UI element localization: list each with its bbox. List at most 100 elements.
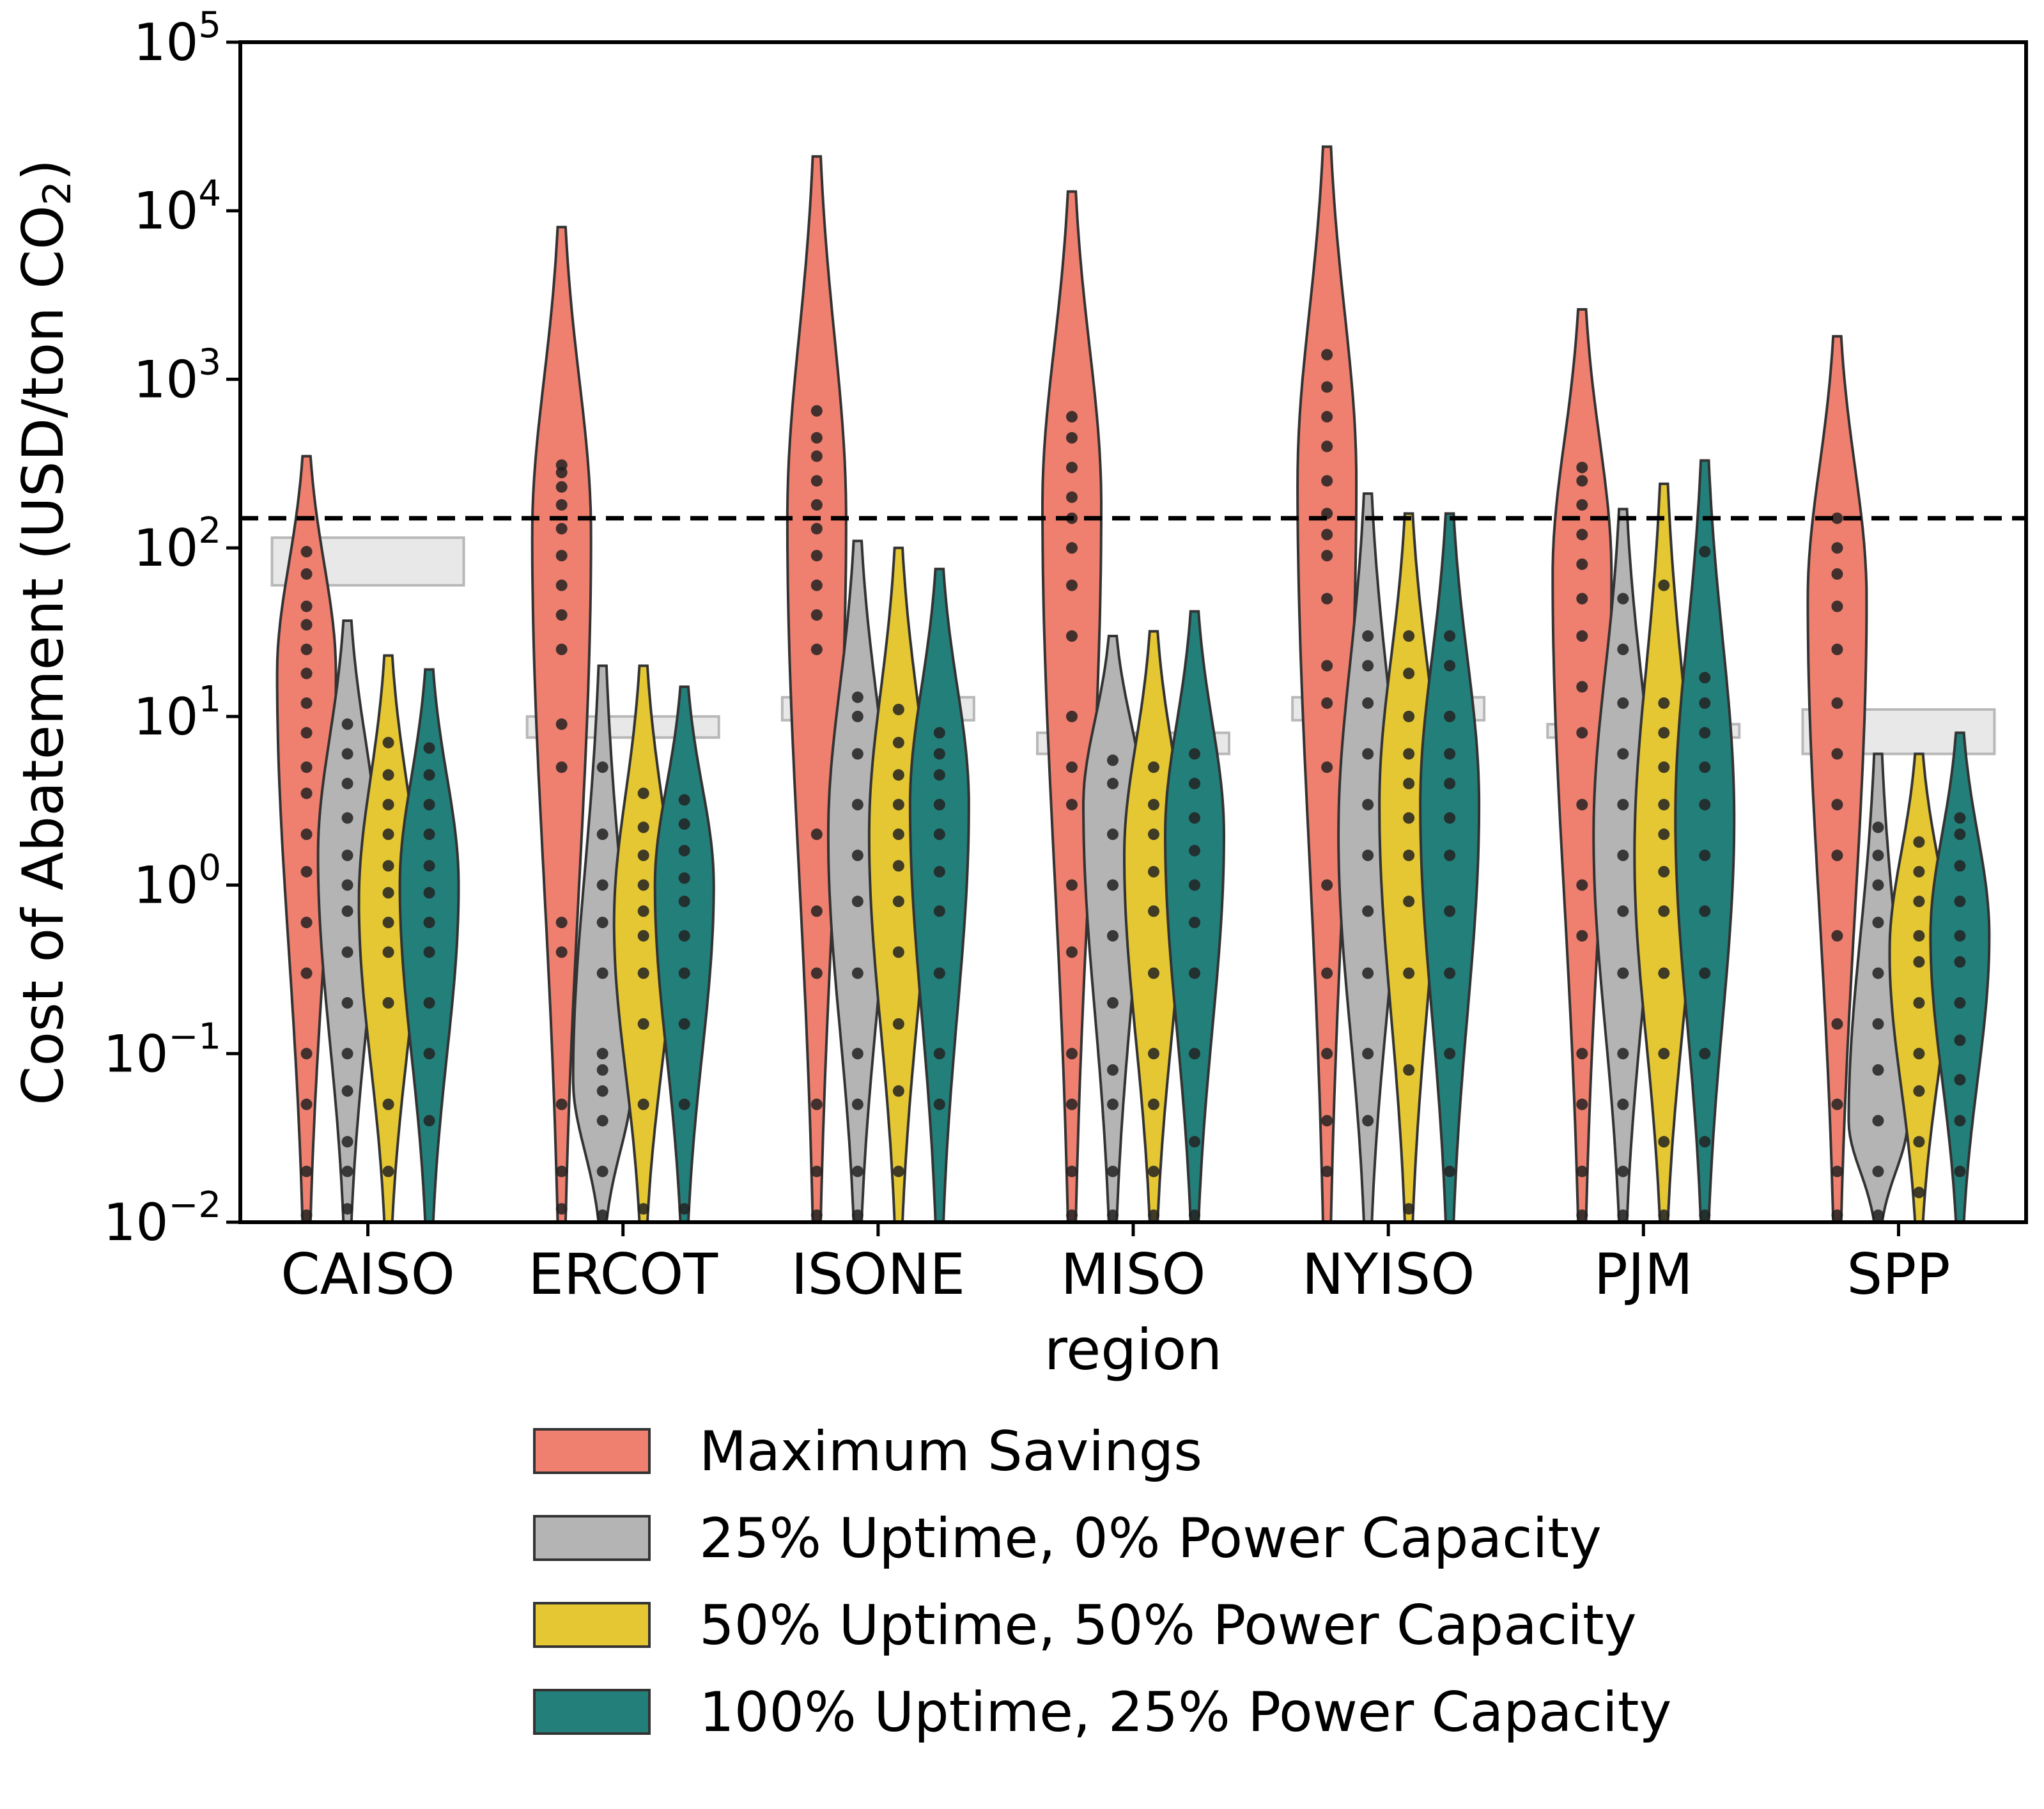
point-isone-series-2-8 [892, 769, 904, 781]
point-miso-series-0-4 [1066, 946, 1078, 958]
point-pjm-series-2-2 [1658, 1048, 1670, 1060]
point-miso-series-2-5 [1148, 905, 1159, 917]
point-ercot-series-3-8 [678, 818, 690, 830]
point-miso-series-1-1 [1107, 1165, 1119, 1177]
point-miso-series-2-8 [1148, 798, 1159, 811]
point-ercot-series-3-5 [678, 896, 690, 908]
point-ercot-series-1-1 [596, 1165, 608, 1177]
point-miso-series-2-9 [1148, 761, 1159, 773]
point-nyiso-series-3-4 [1444, 850, 1456, 862]
point-ercot-series-0-8 [555, 609, 568, 621]
point-miso-series-1-0 [1107, 1209, 1119, 1222]
y-axis-title: Cost of Abatement (USD/ton CO2) [10, 159, 80, 1106]
violin-caiso-series-3 [398, 668, 460, 1223]
point-caiso-series-3-0 [423, 1115, 435, 1127]
point-nyiso-series-0-10 [1321, 529, 1333, 541]
point-isone-series-2-0 [892, 1165, 904, 1177]
point-miso-series-0-11 [1066, 542, 1078, 554]
point-caiso-series-1-11 [341, 777, 353, 789]
point-pjm-series-0-0 [1576, 1209, 1588, 1222]
point-miso-series-3-6 [1189, 844, 1200, 857]
point-ercot-series-0-2 [555, 1098, 568, 1110]
point-pjm-series-0-5 [1576, 879, 1588, 891]
legend-label-3: 100% Uptime, 25% Power Capacity [699, 1681, 1671, 1744]
point-nyiso-series-2-1 [1403, 1064, 1415, 1076]
point-spp-series-3-9 [1954, 828, 1966, 841]
point-spp-series-3-3 [1954, 1034, 1966, 1046]
point-nyiso-series-0-13 [1321, 440, 1333, 453]
legend-label-2: 50% Uptime, 50% Power Capacity [699, 1594, 1637, 1658]
point-nyiso-series-2-3 [1403, 896, 1415, 908]
point-ercot-series-1-0 [596, 1209, 608, 1222]
point-spp-series-0-12 [1831, 542, 1843, 554]
violin-pjm-series-3 [1674, 459, 1736, 1223]
point-pjm-series-1-8 [1617, 748, 1629, 760]
point-spp-series-1-0 [1872, 1209, 1884, 1222]
point-caiso-series-0-7 [300, 828, 313, 841]
point-nyiso-series-3-5 [1444, 812, 1456, 824]
point-miso-series-0-8 [1066, 710, 1078, 722]
point-miso-series-2-6 [1148, 866, 1159, 878]
point-caiso-series-2-0 [382, 1165, 394, 1177]
point-ercot-series-1-3 [596, 1085, 608, 1097]
point-pjm-series-2-0 [1658, 1209, 1670, 1222]
point-spp-series-1-4 [1872, 1018, 1884, 1030]
point-miso-series-1-2 [1107, 1098, 1119, 1110]
point-caiso-series-1-5 [341, 997, 353, 1009]
point-miso-series-2-7 [1148, 828, 1159, 841]
violin-isone-series-0 [786, 155, 848, 1223]
point-nyiso-series-3-6 [1444, 777, 1456, 789]
point-isone-series-0-9 [810, 550, 823, 562]
y-axis-title-close: ) [10, 159, 76, 181]
point-caiso-series-1-8 [341, 879, 353, 891]
point-isone-series-2-6 [892, 828, 904, 841]
point-nyiso-series-0-14 [1321, 410, 1333, 423]
point-isone-series-3-5 [933, 828, 945, 841]
point-nyiso-series-0-5 [1321, 761, 1333, 773]
point-isone-series-1-4 [851, 967, 863, 979]
point-isone-series-0-10 [810, 523, 823, 535]
point-isone-series-0-5 [810, 828, 823, 841]
point-nyiso-series-3-9 [1444, 660, 1456, 672]
point-miso-series-0-9 [1066, 630, 1078, 642]
point-miso-series-0-13 [1066, 491, 1078, 503]
point-caiso-series-2-6 [382, 860, 394, 872]
point-nyiso-series-0-7 [1321, 660, 1333, 672]
point-caiso-series-3-1 [423, 1048, 435, 1060]
point-nyiso-series-2-8 [1403, 710, 1415, 722]
point-nyiso-series-1-9 [1362, 630, 1374, 642]
point-miso-series-0-16 [1066, 410, 1078, 423]
point-miso-series-3-4 [1189, 917, 1200, 929]
point-ercot-series-0-15 [555, 459, 568, 471]
point-pjm-series-0-11 [1576, 558, 1588, 570]
point-ercot-series-3-7 [678, 844, 690, 857]
legend-swatch-1 [533, 1515, 651, 1561]
point-caiso-series-0-1 [300, 1165, 313, 1177]
point-pjm-series-0-1 [1576, 1165, 1588, 1177]
point-caiso-series-2-2 [382, 997, 394, 1009]
point-ercot-series-0-3 [555, 946, 568, 958]
point-miso-series-0-10 [1066, 579, 1078, 591]
point-caiso-series-1-6 [341, 946, 353, 958]
point-spp-series-2-6 [1913, 929, 1925, 942]
point-isone-series-3-7 [933, 769, 945, 781]
point-caiso-series-1-2 [341, 1136, 353, 1148]
point-miso-series-1-3 [1107, 1064, 1119, 1076]
point-ercot-series-1-7 [596, 917, 608, 929]
point-caiso-series-0-5 [300, 917, 313, 929]
point-caiso-series-0-13 [300, 643, 313, 655]
point-ercot-series-1-6 [596, 967, 608, 979]
point-isone-series-0-1 [810, 1165, 823, 1177]
point-nyiso-series-0-12 [1321, 475, 1333, 487]
point-isone-series-1-7 [851, 798, 863, 811]
legend-swatch-3 [533, 1689, 651, 1735]
point-ercot-series-0-10 [555, 550, 568, 562]
point-pjm-series-0-15 [1576, 462, 1588, 474]
point-isone-series-0-6 [810, 643, 823, 655]
point-caiso-series-0-8 [300, 788, 313, 800]
point-spp-series-3-10 [1954, 812, 1966, 824]
point-pjm-series-0-3 [1576, 1048, 1588, 1060]
point-pjm-series-0-10 [1576, 593, 1588, 605]
point-caiso-series-0-4 [300, 967, 313, 979]
point-miso-series-3-5 [1189, 879, 1200, 891]
